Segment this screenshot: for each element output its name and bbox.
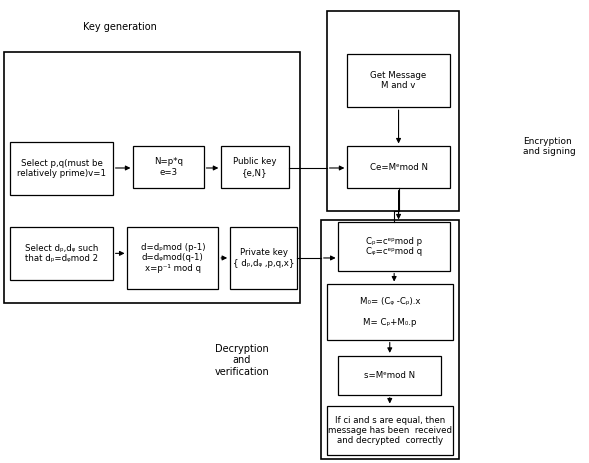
Bar [10, 227, 112, 280]
Bar [127, 227, 219, 289]
Bar [327, 407, 453, 455]
Text: M₀= (Cᵩ -Cₚ).x

M= Cₚ+M₀.p: M₀= (Cᵩ -Cₚ).x M= Cₚ+M₀.p [359, 297, 420, 327]
Bar [348, 146, 450, 188]
Bar [230, 227, 297, 289]
Text: Select dₚ,dᵩ such
that dₚ=dᵩmod 2: Select dₚ,dᵩ such that dₚ=dᵩmod 2 [25, 244, 98, 263]
Bar [348, 54, 450, 107]
Text: Decryption
and
verification: Decryption and verification [214, 344, 269, 377]
Bar [327, 11, 459, 211]
Text: Encryption
and signing: Encryption and signing [523, 137, 576, 156]
Text: Ce=Mᵉmod N: Ce=Mᵉmod N [369, 163, 428, 172]
Bar [339, 222, 450, 270]
Text: d=dₚmod (p-1)
d=dᵩmod(q-1)
x=p⁻¹ mod q: d=dₚmod (p-1) d=dᵩmod(q-1) x=p⁻¹ mod q [141, 243, 205, 273]
Text: Get Message
M and v: Get Message M and v [370, 71, 426, 90]
Bar [4, 52, 300, 303]
Text: If ci and s are equal, then
message has been  received
and decrypted  correctly: If ci and s are equal, then message has … [327, 416, 452, 445]
Bar [221, 146, 289, 188]
Text: Key generation: Key generation [84, 22, 157, 31]
Text: Public key
{e,N}: Public key {e,N} [233, 157, 277, 177]
Text: Cₚ=cᵉᵖmod p
Cᵩ=cᵉᵖmod q: Cₚ=cᵉᵖmod p Cᵩ=cᵉᵖmod q [366, 237, 422, 256]
Text: N=p*q
e=3: N=p*q e=3 [154, 157, 183, 177]
Text: Select p,q(must be
relatively prime)v=1: Select p,q(must be relatively prime)v=1 [17, 158, 106, 178]
Text: s=Mᵉmod N: s=Mᵉmod N [364, 371, 415, 380]
Bar [327, 284, 453, 340]
Bar [10, 142, 112, 194]
Text: Private key
{ dₚ,dᵩ ,p,q,x}: Private key { dₚ,dᵩ ,p,q,x} [233, 248, 294, 268]
Bar [321, 220, 459, 459]
Bar [133, 146, 204, 188]
Bar [339, 356, 441, 395]
